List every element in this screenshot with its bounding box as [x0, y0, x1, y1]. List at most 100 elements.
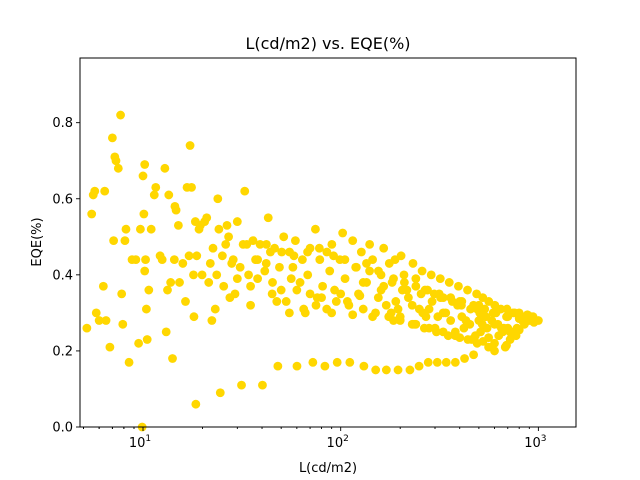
- data-point: [355, 291, 365, 301]
- points-layer: [82, 110, 543, 432]
- data-point: [423, 357, 433, 367]
- data-point: [340, 274, 350, 284]
- data-point: [187, 182, 196, 192]
- data-point: [253, 274, 263, 284]
- data-point: [288, 262, 298, 272]
- data-point: [344, 300, 354, 310]
- data-point: [314, 243, 324, 253]
- data-point: [397, 285, 407, 295]
- data-point: [178, 259, 188, 268]
- data-point: [101, 316, 111, 325]
- data-point: [219, 281, 229, 291]
- data-point: [472, 338, 482, 348]
- data-point: [140, 160, 150, 169]
- data-point: [268, 278, 277, 287]
- chart-title: L(cd/m2) vs. EQE(%): [245, 34, 410, 53]
- data-point: [124, 357, 134, 367]
- data-point: [389, 316, 398, 325]
- data-point: [87, 209, 97, 219]
- data-point: [424, 304, 434, 314]
- x-tick-label: 102: [327, 434, 349, 451]
- data-point: [332, 357, 342, 367]
- data-point: [476, 327, 485, 337]
- data-point: [417, 266, 427, 276]
- data-point: [391, 297, 401, 306]
- data-point: [459, 323, 469, 333]
- data-point: [277, 247, 287, 257]
- data-point: [273, 361, 283, 371]
- data-point: [113, 163, 123, 173]
- data-point: [292, 361, 302, 371]
- data-point: [117, 289, 127, 299]
- data-point: [212, 270, 222, 280]
- data-point: [396, 251, 406, 261]
- y-tick-label: 0.4: [52, 268, 73, 283]
- data-point: [208, 243, 218, 253]
- data-point: [453, 300, 462, 310]
- data-point: [214, 224, 224, 234]
- data-point: [371, 365, 381, 375]
- data-point: [407, 300, 417, 310]
- data-point: [311, 224, 320, 234]
- data-point: [221, 240, 231, 249]
- data-point: [482, 323, 492, 333]
- data-point: [279, 232, 289, 242]
- data-point: [169, 255, 179, 265]
- data-point: [82, 323, 92, 333]
- data-point: [91, 308, 101, 318]
- data-point: [436, 293, 445, 303]
- data-point: [460, 354, 469, 363]
- data-point: [140, 266, 150, 276]
- data-point: [348, 236, 358, 246]
- data-point: [292, 285, 302, 295]
- data-point: [168, 354, 177, 363]
- data-point: [303, 270, 313, 280]
- data-point: [331, 297, 341, 306]
- data-point: [281, 297, 291, 306]
- y-tick-label: 0.6: [52, 192, 73, 207]
- data-point: [359, 361, 369, 371]
- data-point: [224, 232, 234, 242]
- data-point: [197, 270, 207, 280]
- data-point: [171, 205, 181, 215]
- data-point: [484, 342, 493, 352]
- data-point: [365, 240, 375, 249]
- data-point: [217, 251, 227, 261]
- data-point: [510, 308, 520, 318]
- data-point: [136, 224, 145, 234]
- data-point: [105, 342, 115, 352]
- data-point: [263, 213, 273, 223]
- data-point: [228, 255, 238, 265]
- data-point: [327, 240, 337, 249]
- data-point: [157, 255, 167, 265]
- data-point: [141, 255, 150, 265]
- data-point: [450, 331, 460, 341]
- data-point: [348, 310, 358, 320]
- data-point: [232, 217, 242, 226]
- data-point: [141, 304, 151, 314]
- y-axis: 0.0 0.2 0.4 0.6 0.8: [52, 116, 80, 436]
- data-point: [322, 304, 332, 314]
- y-tick-label: 0.8: [52, 116, 73, 131]
- data-point: [414, 361, 424, 371]
- data-point: [484, 333, 493, 342]
- data-point: [438, 327, 448, 337]
- data-point: [163, 285, 172, 295]
- data-point: [255, 240, 265, 249]
- data-point: [151, 182, 161, 192]
- data-point: [205, 259, 215, 268]
- data-point: [381, 300, 391, 310]
- data-point: [376, 270, 386, 280]
- data-point: [395, 312, 405, 322]
- data-point: [286, 274, 296, 284]
- data-point: [317, 293, 326, 303]
- data-point: [379, 281, 389, 291]
- data-point: [472, 304, 482, 314]
- data-point: [134, 338, 144, 348]
- y-axis-label: EQE(%): [30, 217, 45, 266]
- data-point: [340, 255, 350, 265]
- data-point: [181, 297, 190, 306]
- data-point: [427, 297, 437, 306]
- data-point: [379, 243, 389, 253]
